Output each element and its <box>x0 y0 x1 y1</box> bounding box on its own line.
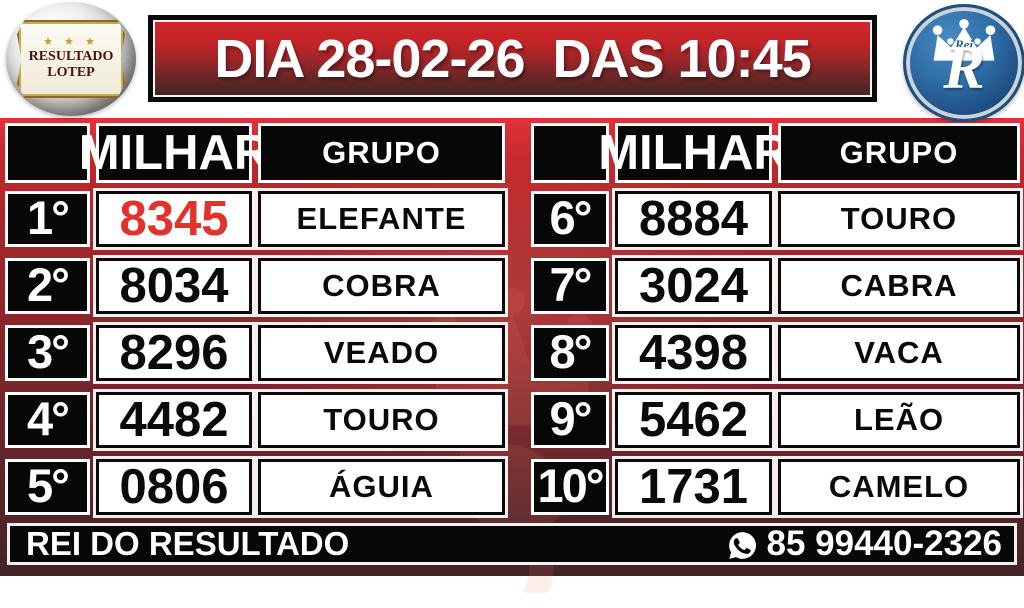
position-cell: 1° <box>5 191 90 247</box>
position-cell: 9° <box>531 392 609 448</box>
grupo-cell: ÁGUIA <box>258 459 505 515</box>
grupo-cell: LEÃO <box>778 392 1020 448</box>
footer-bar: REI DO RESULTADO 85 99440-2326 <box>7 523 1017 565</box>
grupo-header: GRUPO <box>778 123 1020 183</box>
grupo-cell: VEADO <box>258 325 505 381</box>
milhar-cell: 8296 <box>96 325 252 381</box>
badge-line1: RESULTADO <box>28 49 114 64</box>
whatsapp-contact: 85 99440-2326 <box>727 524 1003 564</box>
milhar-cell: 4482 <box>96 392 252 448</box>
result-row-10: 10° 1731 CAMELO <box>531 459 1020 515</box>
milhar-cell: 8345 <box>96 191 252 247</box>
position-header-cell <box>5 123 90 183</box>
result-row-9: 9° 5462 LEÃO <box>531 392 1020 448</box>
position-cell: 10° <box>531 459 609 515</box>
draw-date-text: DIA 28-02-26 DAS 10:45 <box>214 28 811 89</box>
table-header-row: MILHAR GRUPO <box>5 123 505 183</box>
resultado-lotep-logo: ★ ★ ★ RESULTADO LOTEP <box>6 2 136 116</box>
milhar-cell: 0806 <box>96 459 252 515</box>
milhar-cell: 1731 <box>615 459 772 515</box>
grupo-cell: COBRA <box>258 258 505 314</box>
badge-line2: LOTEP <box>47 65 95 80</box>
draw-date-banner: DIA 28-02-26 DAS 10:45 <box>148 15 877 102</box>
milhar-header: MILHAR <box>79 123 269 183</box>
milhar-cell: 8034 <box>96 258 252 314</box>
position-header-cell <box>531 123 609 183</box>
result-row-4: 4° 4482 TOURO <box>5 392 505 448</box>
results-table-right: MILHAR GRUPO 6° 8884 TOURO 7° 3024 CABRA… <box>531 123 1020 526</box>
rei-do-resultado-logo: Rei R <box>903 4 1024 122</box>
phone-number: 85 99440-2326 <box>766 524 1003 563</box>
r-monogram: R <box>943 34 985 102</box>
position-cell: 6° <box>531 191 609 247</box>
grupo-header: GRUPO <box>258 123 505 183</box>
grupo-cell: ELEFANTE <box>258 191 505 247</box>
grupo-cell: CAMELO <box>778 459 1020 515</box>
milhar-cell: 4398 <box>615 325 772 381</box>
rei-script-text: Rei <box>954 37 974 52</box>
lotep-badge: ★ ★ ★ RESULTADO LOTEP <box>17 20 125 98</box>
result-row-3: 3° 8296 VEADO <box>5 325 505 381</box>
result-row-2: 2° 8034 COBRA <box>5 258 505 314</box>
lottery-results-board: ★ ★ ★ RESULTADO LOTEP DIA 28-02-26 DAS 1… <box>0 0 1024 593</box>
result-row-6: 6° 8884 TOURO <box>531 191 1020 247</box>
grupo-cell: VACA <box>778 325 1020 381</box>
result-row-1: 1° 8345 ELEFANTE <box>5 191 505 247</box>
grupo-cell: TOURO <box>778 191 1020 247</box>
position-cell: 4° <box>5 392 90 448</box>
whatsapp-icon <box>728 531 756 559</box>
badge-stars-icon: ★ ★ ★ <box>43 36 99 48</box>
milhar-cell: 3024 <box>615 258 772 314</box>
milhar-cell: 8884 <box>615 191 772 247</box>
milhar-cell: 5462 <box>615 392 772 448</box>
result-row-7: 7° 3024 CABRA <box>531 258 1020 314</box>
grupo-cell: CABRA <box>778 258 1020 314</box>
position-cell: 3° <box>5 325 90 381</box>
position-cell: 2° <box>5 258 90 314</box>
grupo-cell: TOURO <box>258 392 505 448</box>
results-table-left: MILHAR GRUPO 1° 8345 ELEFANTE 2° 8034 CO… <box>5 123 505 526</box>
result-row-8: 8° 4398 VACA <box>531 325 1020 381</box>
milhar-header: MILHAR <box>598 123 789 183</box>
position-cell: 5° <box>5 459 90 515</box>
brand-text: REI DO RESULTADO <box>26 525 350 562</box>
crown-icon <box>932 19 996 61</box>
position-cell: 7° <box>531 258 609 314</box>
table-header-row: MILHAR GRUPO <box>531 123 1020 183</box>
result-row-5: 5° 0806 ÁGUIA <box>5 459 505 515</box>
position-cell: 8° <box>531 325 609 381</box>
